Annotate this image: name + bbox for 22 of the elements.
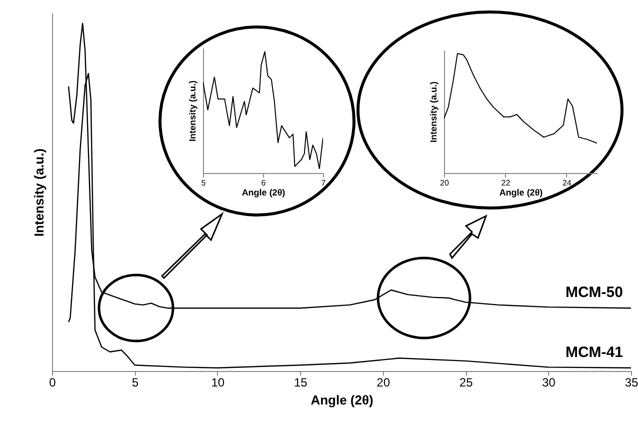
x-tick-label: 5: [201, 178, 206, 188]
x-axis-title: Angle (2θ): [310, 392, 374, 408]
x-tick-label: 22: [501, 178, 511, 188]
x-tick-label: 30: [542, 376, 556, 390]
x-tick-label: 15: [294, 376, 308, 390]
series-label: MCM-50: [565, 284, 623, 302]
x-tick-label: 10: [211, 376, 225, 390]
y-axis-title: Intensity (a.u.): [428, 81, 438, 143]
x-tick-label: 0: [49, 376, 56, 390]
x-tick-label: 20: [376, 376, 390, 390]
y-axis-title: Intensity (a.u.): [32, 148, 46, 237]
x-tick-label: 35: [624, 376, 638, 390]
x-tick-label: 24: [562, 178, 572, 188]
x-tick-label: 6: [261, 178, 266, 188]
y-axis-title: Intensity (a.u.): [188, 80, 198, 142]
x-axis-title: Angle (2θ): [499, 188, 543, 198]
x-tick-label: 7: [321, 178, 326, 188]
x-tick-label: 25: [459, 376, 474, 390]
x-axis-title: Angle (2θ): [242, 188, 286, 198]
series-label: MCM-41: [565, 344, 623, 361]
x-tick-label: 5: [132, 376, 139, 390]
x-tick-label: 20: [440, 178, 450, 188]
